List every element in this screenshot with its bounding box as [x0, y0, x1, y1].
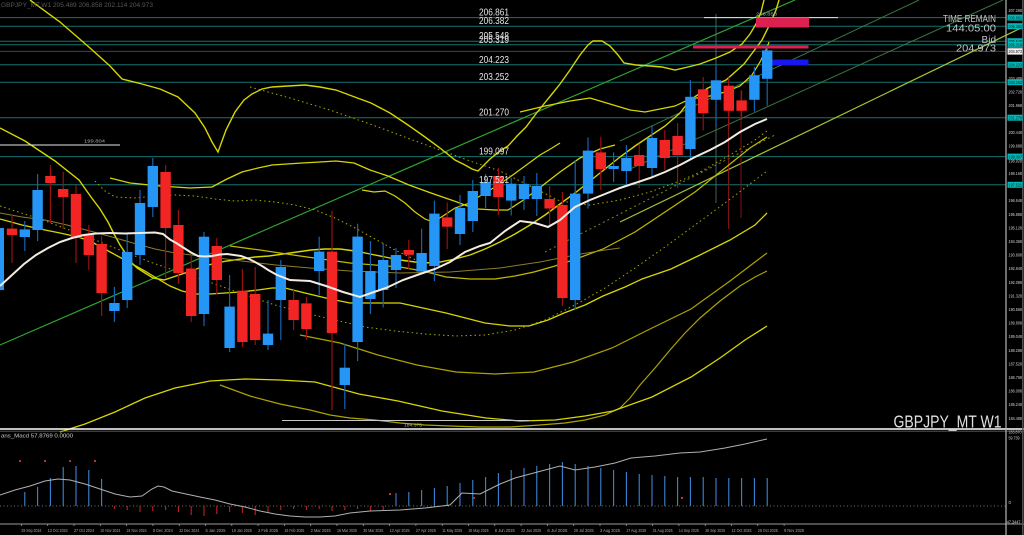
svg-text:10 Nov 2024: 10 Nov 2024: [100, 528, 120, 533]
svg-text:201.968: 201.968: [1009, 103, 1023, 108]
svg-text:26 Oct 2025: 26 Oct 2025: [758, 528, 778, 533]
svg-text:2 Feb 2025: 2 Feb 2025: [258, 528, 278, 533]
svg-text:198.928: 198.928: [1009, 158, 1023, 163]
svg-text:203.488: 203.488: [1009, 76, 1023, 81]
svg-text:197.521: 197.521: [1009, 183, 1023, 188]
svg-text:206.861: 206.861: [479, 8, 509, 19]
svg-text:197.521: 197.521: [479, 175, 509, 186]
svg-text:200.448: 200.448: [1009, 130, 1023, 135]
svg-text:192.848: 192.848: [1009, 266, 1023, 271]
svg-text:195.888: 195.888: [1009, 212, 1023, 217]
svg-text:Bid: Bid: [982, 35, 996, 46]
svg-text:202.728: 202.728: [1009, 89, 1023, 94]
svg-text:184.375: 184.375: [404, 423, 422, 428]
svg-text:186.768: 186.768: [1009, 375, 1023, 380]
svg-text:6 Jul 2025: 6 Jul 2025: [547, 528, 567, 533]
svg-text:20 Jul 2025: 20 Jul 2025: [574, 528, 594, 533]
svg-text:205.548: 205.548: [1009, 39, 1023, 44]
svg-text:29 Sep 2024: 29 Sep 2024: [21, 528, 41, 533]
svg-text:GBPJPY_MT,W1 205.489 206.858: GBPJPY_MT,W1 205.489 206.858 202.114 204…: [1, 3, 154, 9]
svg-text:203.252: 203.252: [479, 72, 509, 83]
svg-text:206.382: 206.382: [1009, 24, 1023, 29]
svg-text:27 Oct 2024: 27 Oct 2024: [74, 528, 94, 533]
svg-text:204.223: 204.223: [479, 55, 509, 66]
svg-text:185.248: 185.248: [1009, 402, 1023, 407]
svg-text:204.223: 204.223: [1009, 63, 1023, 68]
svg-text:184.488: 184.488: [1009, 416, 1023, 421]
svg-text:195.128: 195.128: [1009, 225, 1023, 230]
svg-text:205.319: 205.319: [479, 35, 509, 46]
svg-text:206.861: 206.861: [1009, 15, 1023, 20]
svg-text:GBPJPY_MT W1: GBPJPY_MT W1: [894, 412, 1002, 433]
svg-text:194.368: 194.368: [1009, 239, 1023, 244]
svg-text:204.973: 204.973: [956, 43, 996, 55]
svg-text:17 Aug 2025: 17 Aug 2025: [626, 528, 646, 533]
svg-text:8 Dec 2024: 8 Dec 2024: [153, 528, 173, 533]
svg-text:206.858: 206.858: [756, 12, 778, 17]
svg-text:189.048: 189.048: [1009, 334, 1023, 339]
svg-text:27 Apr 2025: 27 Apr 2025: [416, 528, 436, 533]
svg-text:190.568: 190.568: [1009, 307, 1023, 312]
svg-text:13 Oct 2024: 13 Oct 2024: [48, 528, 68, 533]
svg-text:205.548: 205.548: [479, 31, 509, 42]
svg-text:205.319: 205.319: [1009, 43, 1023, 48]
svg-text:199.097: 199.097: [1009, 154, 1023, 159]
svg-text:-47.3447: -47.3447: [1006, 520, 1021, 525]
svg-text:3 Aug 2025: 3 Aug 2025: [600, 528, 620, 533]
svg-text:207.288: 207.288: [1009, 8, 1023, 13]
svg-text:144:05:00: 144:05:00: [946, 24, 996, 35]
svg-text:193.608: 193.608: [1009, 253, 1023, 258]
svg-text:198.168: 198.168: [1009, 171, 1023, 176]
svg-text:201.270: 201.270: [1009, 116, 1023, 121]
svg-text:59.739: 59.739: [1009, 436, 1020, 441]
svg-text:196.648: 196.648: [1009, 198, 1023, 203]
svg-text:25 May 2025: 25 May 2025: [469, 528, 489, 533]
svg-text:199.804: 199.804: [84, 139, 106, 144]
svg-text:11 May 2025: 11 May 2025: [442, 528, 462, 533]
svg-text:ans_Macd 57.8769 0.0000: ans_Macd 57.8769 0.0000: [1, 434, 73, 440]
svg-text:28 Sep 2025: 28 Sep 2025: [705, 528, 725, 533]
svg-text:30 Mar 2025: 30 Mar 2025: [363, 528, 383, 533]
svg-text:203.252: 203.252: [1009, 80, 1023, 85]
svg-text:186.008: 186.008: [1009, 389, 1023, 394]
svg-text:14 Sep 2025: 14 Sep 2025: [679, 528, 699, 533]
svg-text:24 Nov 2024: 24 Nov 2024: [127, 528, 147, 533]
svg-text:5 Jan 2025: 5 Jan 2025: [206, 528, 226, 533]
svg-text:206.382: 206.382: [479, 16, 509, 27]
svg-text:16 Feb 2025: 16 Feb 2025: [284, 528, 304, 533]
svg-text:204.973: 204.973: [1009, 49, 1023, 54]
svg-text:TIME REMAIN: TIME REMAIN: [943, 14, 996, 25]
svg-text:9 Nov 2025: 9 Nov 2025: [784, 528, 804, 533]
svg-text:16 Mar 2025: 16 Mar 2025: [337, 528, 357, 533]
svg-text:199.688: 199.688: [1009, 144, 1023, 149]
svg-text:189.808: 189.808: [1009, 321, 1023, 326]
svg-text:199.097: 199.097: [479, 147, 509, 158]
svg-text:0: 0: [1009, 500, 1012, 505]
svg-text:22 Jun 2025: 22 Jun 2025: [521, 528, 541, 533]
svg-text:183.870: 183.870: [1009, 430, 1022, 435]
svg-text:201.270: 201.270: [479, 108, 509, 119]
svg-text:2 Mar 2025: 2 Mar 2025: [311, 528, 331, 533]
svg-text:191.328: 191.328: [1009, 293, 1023, 298]
svg-text:8 Jun 2025: 8 Jun 2025: [495, 528, 515, 533]
svg-text:22 Dec 2024: 22 Dec 2024: [179, 528, 199, 533]
svg-text:192.088: 192.088: [1009, 280, 1023, 285]
svg-text:187.528: 187.528: [1009, 361, 1023, 366]
svg-text:188.288: 188.288: [1009, 348, 1023, 353]
svg-text:19 Jan 2025: 19 Jan 2025: [232, 528, 252, 533]
svg-text:31 Aug 2025: 31 Aug 2025: [653, 528, 673, 533]
svg-text:12 Oct 2025: 12 Oct 2025: [732, 528, 752, 533]
svg-text:13 Apr 2025: 13 Apr 2025: [390, 528, 410, 533]
